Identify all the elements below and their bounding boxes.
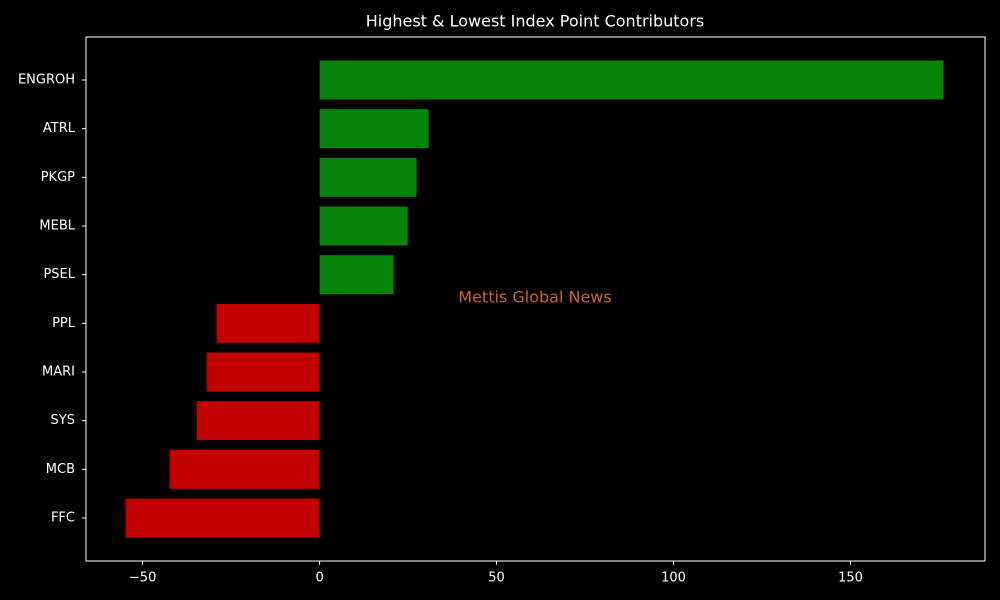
y-tick-label: ATRL [43,121,76,136]
bar [319,157,417,197]
y-tick-label: ENGROH [18,73,75,88]
bar [319,255,394,295]
bar [319,206,408,246]
y-tick-label: PKGP [41,170,75,185]
y-tick-label: PPL [52,316,76,331]
x-tick-label: −50 [129,571,156,586]
bar [196,401,320,441]
bar [125,498,320,538]
chart-title: Highest & Lowest Index Point Contributor… [366,12,705,31]
y-tick-label: FFC [51,511,75,526]
plot-frame [85,36,986,562]
x-tick-label: 150 [838,571,863,586]
bar [216,303,320,343]
bar [319,60,944,100]
y-tick-label: MCB [46,462,75,477]
x-tick-label: 100 [661,571,686,586]
bar [206,352,320,392]
y-tick-label: SYS [51,413,75,428]
x-tick-label: 0 [315,571,323,586]
watermark: Mettis Global News [458,288,611,307]
y-tick-label: PSEL [43,267,75,282]
bar [169,449,320,489]
y-tick-label: MARI [42,365,75,380]
x-tick-label: 50 [488,571,505,586]
y-tick-label: MEBL [39,219,75,234]
bar [319,109,429,149]
